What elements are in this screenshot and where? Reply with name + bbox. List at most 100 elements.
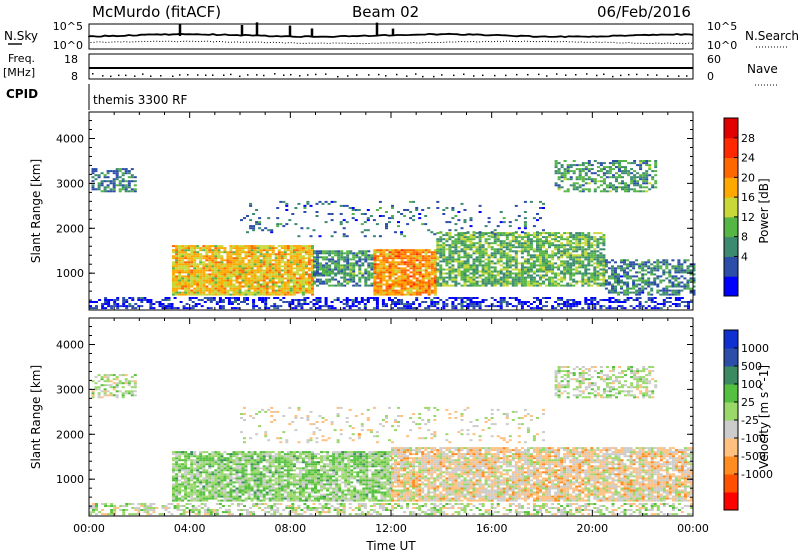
heatmap-cell [502, 221, 506, 224]
heatmap-cell [244, 263, 248, 266]
heatmap-cell [262, 265, 266, 268]
heatmap-cell [415, 285, 419, 288]
heatmap-cell [375, 513, 379, 516]
heatmap-cell [137, 509, 141, 511]
heatmap-cell [532, 225, 536, 228]
heatmap-cell [575, 176, 579, 179]
heatmap-cell [193, 267, 197, 270]
heatmap-cell [363, 503, 367, 505]
heatmap-cell [575, 242, 579, 245]
heatmap-cell [569, 184, 573, 187]
heatmap-cell [520, 301, 524, 303]
heatmap-cell [502, 299, 506, 301]
heatmap-cell [523, 250, 527, 253]
heatmap-cell [277, 255, 281, 258]
heatmap-cell [376, 275, 380, 278]
heatmap-cell [311, 281, 314, 284]
heatmap-cell [523, 260, 527, 263]
heatmap-cell [379, 279, 383, 282]
heatmap-cell [618, 168, 621, 171]
heatmap-cell [379, 291, 383, 294]
heatmap-cell [397, 301, 400, 303]
heatmap-cell [424, 269, 428, 272]
heatmap-cell [572, 234, 576, 237]
heatmap-cell [469, 236, 473, 239]
heatmap-cell [357, 303, 361, 305]
heatmap-cell [397, 249, 401, 252]
heatmap-cell [301, 273, 305, 276]
heatmap-cell [94, 170, 98, 173]
heatmap-cell [289, 259, 293, 262]
heatmap-cell [478, 280, 482, 283]
heatmap-cell [454, 242, 458, 245]
heatmap-cell [623, 271, 626, 274]
heatmap-cell [650, 283, 654, 286]
heatmap-cell [253, 269, 257, 272]
heatmap-cell [330, 307, 334, 310]
heatmap-cell [253, 277, 257, 280]
heatmap-cell [436, 268, 440, 271]
heatmap-cell [514, 266, 518, 269]
heatmap-cell [439, 246, 443, 249]
heatmap-cell [478, 246, 482, 249]
heatmap-cell [232, 283, 236, 286]
heatmap-cell [328, 280, 332, 283]
heatmap-cell [277, 257, 281, 260]
heatmap-cell [188, 299, 192, 301]
heatmap-cell [235, 249, 239, 252]
heatmap-cell [505, 256, 509, 259]
heatmap-cell [232, 271, 236, 274]
heatmap-cell [490, 270, 494, 273]
heatmap-cell [282, 297, 286, 299]
heatmap-cell [360, 503, 364, 505]
heatmap-cell [584, 299, 588, 301]
heatmap-cell [199, 269, 203, 272]
heatmap-cell [375, 223, 379, 226]
heatmap-cell [295, 281, 299, 284]
heatmap-cell [602, 238, 606, 241]
heatmap-cell [301, 267, 305, 270]
heatmap-cell [100, 190, 104, 193]
heatmap-cell [175, 261, 179, 264]
heatmap-cell [542, 305, 545, 308]
heatmap-cell [607, 275, 611, 278]
heatmap-cell [304, 261, 308, 264]
heatmap-cell [472, 262, 476, 265]
heatmap-cell [620, 279, 623, 282]
heatmap-cell [190, 285, 194, 288]
heatmap-cell [575, 254, 579, 257]
heatmap-cell [620, 305, 624, 308]
heatmap-cell [569, 232, 573, 235]
heatmap-cell [277, 265, 281, 268]
heatmap-cell [493, 282, 497, 285]
heatmap-cell [529, 264, 533, 267]
heatmap-cell [478, 264, 482, 267]
heatmap-cell [304, 251, 308, 254]
heatmap-cell [659, 293, 663, 296]
heatmap-cell [542, 242, 545, 245]
heatmap-cell [508, 221, 512, 224]
heatmap-cell [406, 275, 410, 278]
heatmap-cell [301, 285, 305, 288]
heatmap-cell [271, 293, 275, 296]
heatmap-cell [514, 238, 518, 241]
heatmap-cell [481, 264, 485, 267]
heatmap-cell [196, 289, 200, 292]
heatmap-cell [481, 248, 485, 251]
heatmap-cell [295, 265, 299, 268]
heatmap-cell [545, 268, 548, 271]
heatmap-cell [215, 303, 219, 305]
heatmap-cell [175, 271, 179, 274]
heatmap-cell [112, 186, 116, 189]
heatmap-cell [572, 303, 576, 305]
nave-point [516, 73, 518, 76]
heatmap-cell [122, 301, 126, 303]
heatmap-cell [412, 257, 416, 260]
heatmap-cell [184, 277, 188, 280]
heatmap-cell [109, 190, 113, 193]
heatmap-cell [454, 268, 458, 271]
heatmap-cell [208, 291, 212, 294]
heatmap-cell [262, 285, 266, 288]
heatmap-cell [448, 274, 452, 277]
heatmap-cell [379, 283, 383, 286]
